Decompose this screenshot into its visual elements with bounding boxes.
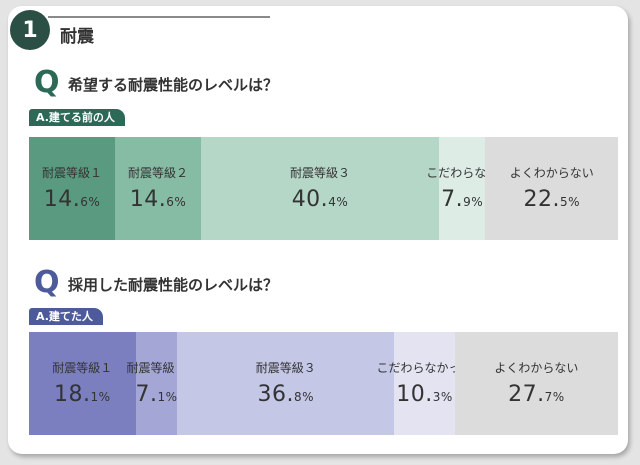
section-title: 耐震: [60, 27, 94, 47]
value-integer: 22.: [523, 187, 560, 212]
value-integer: 7.: [441, 187, 464, 212]
value-integer: 7.: [135, 382, 158, 407]
segment-value: 14.6%: [130, 187, 187, 212]
segment-value: 14.6%: [44, 187, 101, 212]
question-2-title: 採用した耐震性能のレベルは？: [68, 276, 279, 294]
value-decimal: 4%: [328, 195, 349, 209]
title-rule: [48, 16, 270, 18]
segment-label: 耐震等級２: [127, 166, 188, 180]
value-integer: 18.: [54, 382, 91, 407]
value-integer: 36.: [257, 382, 295, 407]
respondent-tag-before-building: A.建てる前の人: [29, 109, 125, 126]
segment-value: 27.7%: [508, 382, 565, 407]
bar-segment: こだわらない 7.9%: [426, 137, 498, 240]
value-decimal: 6%: [80, 195, 101, 209]
segment-value: 7.1%: [135, 382, 177, 407]
question-1-title: 希望する耐震性能のレベルは？: [68, 76, 279, 94]
q-icon: Q: [34, 65, 60, 100]
segment-value: 10.3%: [396, 382, 453, 407]
value-decimal: 1%: [90, 390, 111, 404]
value-decimal: 1%: [157, 390, 178, 404]
bar-segment: よくわからない 22.5%: [485, 137, 618, 240]
bar-segment: 耐震等級１ 14.6%: [29, 137, 115, 240]
segment-value: 18.1%: [54, 382, 111, 407]
value-integer: 14.: [129, 187, 167, 212]
stacked-bar-desired: 耐震等級１ 14.6% 耐震等級２ 14.6% 耐震等級３ 40.4% こだわらない 7.9%…: [29, 137, 618, 240]
value-decimal: 8%: [294, 390, 315, 404]
value-integer: 40.: [291, 187, 329, 212]
segment-value: 36.8%: [258, 382, 315, 407]
q-icon: Q: [34, 265, 60, 300]
value-integer: 14.: [43, 187, 81, 212]
segment-label: こだわらなかった: [376, 361, 473, 375]
bar-segment: 耐震等級３ 40.4%: [200, 137, 439, 240]
bar-segment: 耐震等級１ 18.1%: [29, 332, 136, 435]
bar-segment: こだわらなかった 10.3%: [377, 332, 473, 435]
value-decimal: 3%: [432, 390, 453, 404]
segment-label: 耐震等級３: [255, 361, 316, 375]
bar-segment: 耐震等級２ 7.1%: [127, 332, 187, 435]
value-decimal: 9%: [463, 195, 484, 209]
value-integer: 27.: [508, 382, 545, 407]
segment-label: こだわらない: [426, 166, 499, 180]
segment-label: 耐震等級１: [41, 166, 102, 180]
segment-value: 22.5%: [523, 187, 580, 212]
bar-segment: 耐震等級３ 36.8%: [177, 332, 395, 435]
segment-label: 耐震等級２: [126, 361, 187, 375]
section-number-badge: 1: [10, 10, 50, 50]
segment-label: よくわからない: [494, 361, 579, 375]
value-decimal: 6%: [166, 195, 187, 209]
respondent-tag-built: A.建てた人: [29, 308, 103, 325]
bar-segment: よくわからない 27.7%: [454, 332, 618, 435]
segment-value: 7.9%: [441, 187, 483, 212]
bar-segment: 耐震等級２ 14.6%: [114, 137, 201, 240]
segment-value: 40.4%: [292, 187, 349, 212]
stacked-bar-adopted: 耐震等級１ 18.1% 耐震等級２ 7.1% 耐震等級３ 36.8% こだわらなかった 10.…: [29, 332, 618, 435]
value-integer: 10.: [396, 382, 433, 407]
segment-label: 耐震等級３: [289, 166, 350, 180]
value-decimal: 5%: [559, 195, 580, 209]
segment-label: 耐震等級１: [52, 361, 113, 375]
value-decimal: 7%: [544, 390, 565, 404]
segment-label: よくわからない: [509, 166, 594, 180]
survey-card: 1 耐震 Q 希望する耐震性能のレベルは？ A.建てる前の人 耐震等級１ 14.6…: [8, 6, 628, 454]
